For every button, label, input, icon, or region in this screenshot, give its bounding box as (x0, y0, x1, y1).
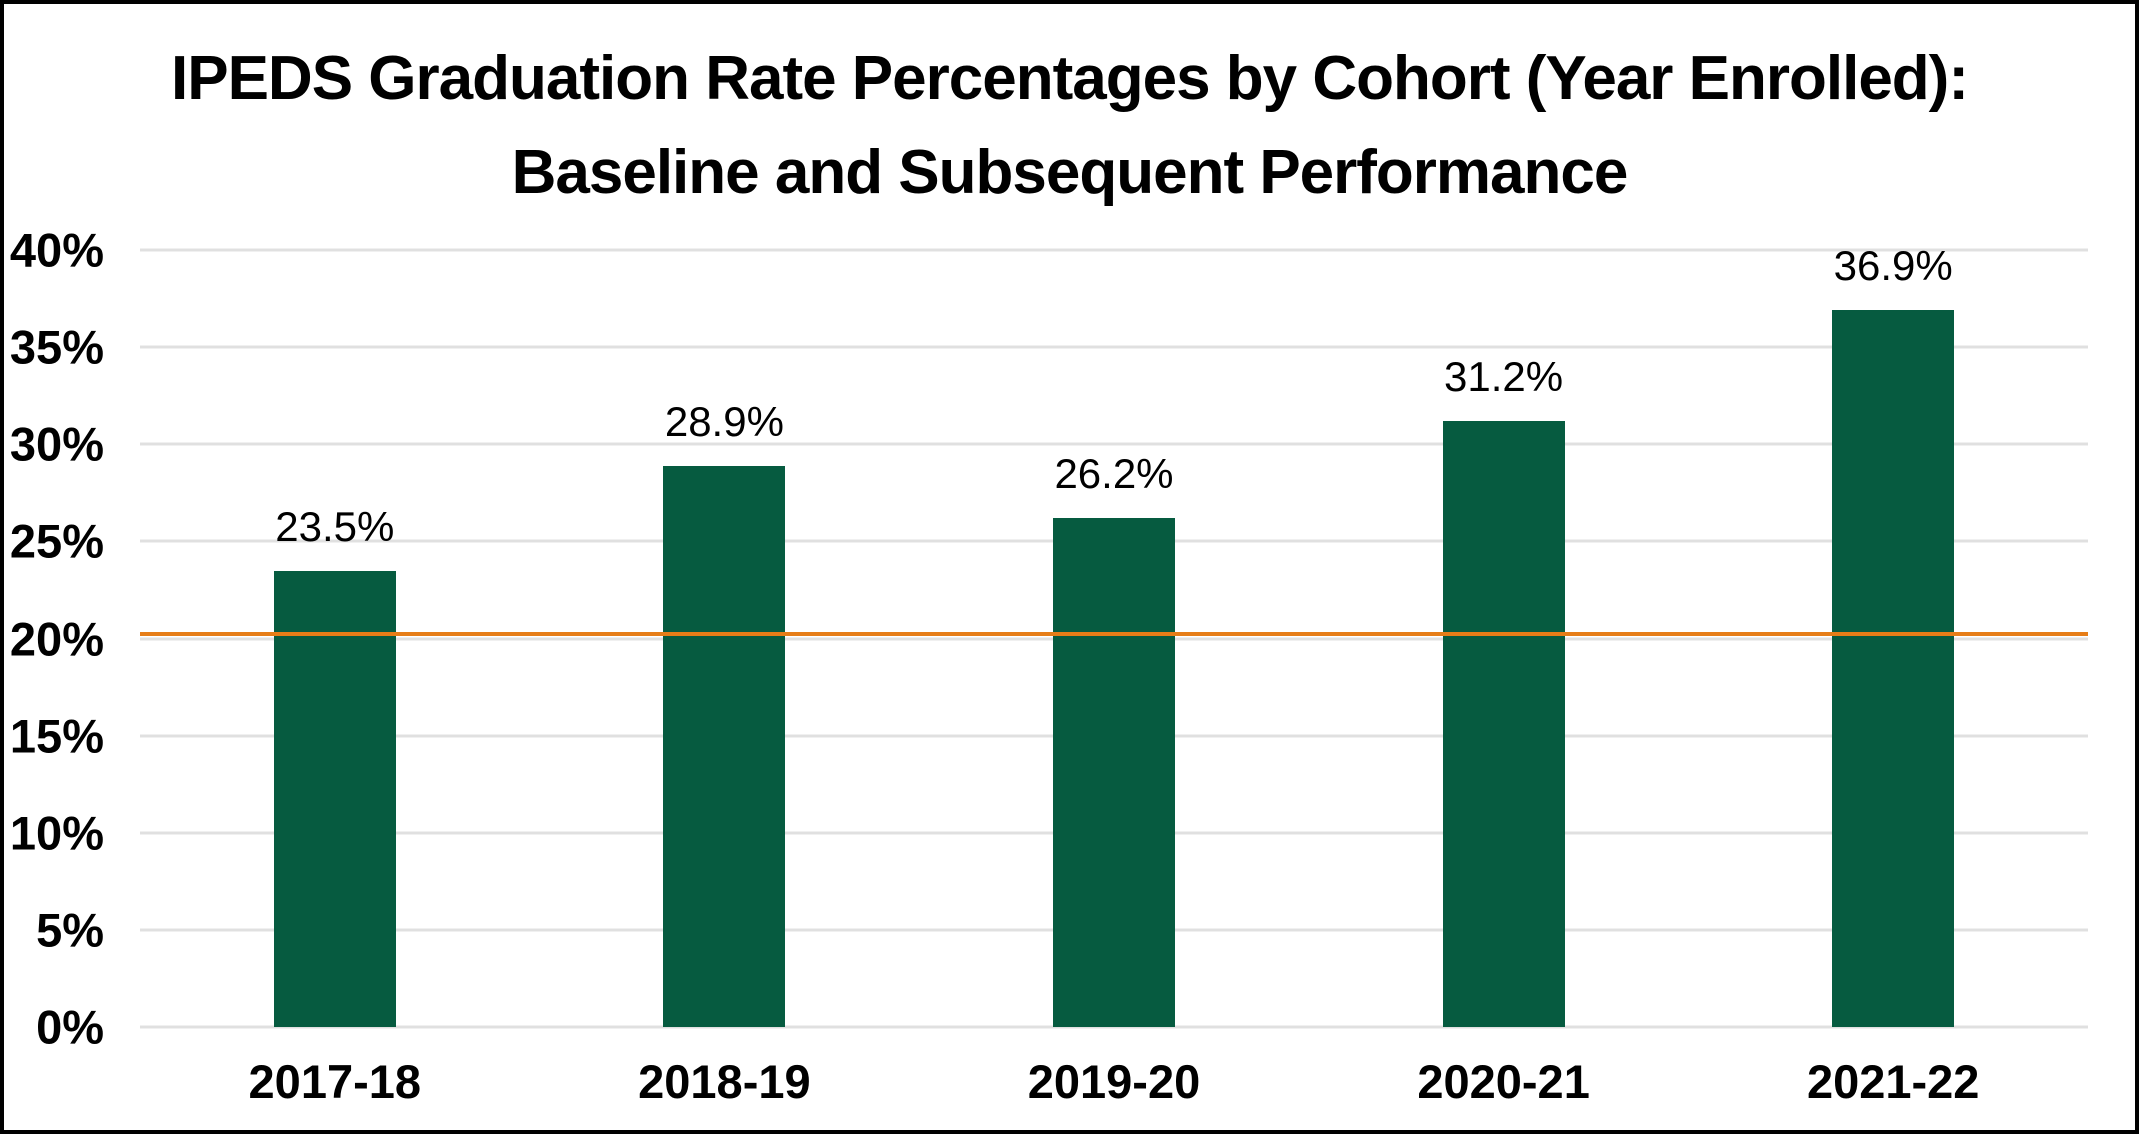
x-tick-label-2019-20: 2019-20 (1027, 1054, 1201, 1108)
bar-2019-20 (1052, 518, 1175, 1027)
category-slot-2020-21: 31.2% (1309, 250, 1699, 1027)
chart-title-line-2: Baseline and Subsequent Performance (511, 138, 1629, 207)
category-slot-2018-19: 28.9% (530, 250, 920, 1027)
y-tick-label-15%: 15% (9, 709, 104, 763)
data-label-2017-18: 23.5% (275, 502, 395, 550)
y-tick-label-5%: 5% (36, 903, 104, 957)
category-slot-2019-20: 26.2% (919, 250, 1309, 1027)
y-tick-label-40%: 40% (9, 223, 104, 277)
gridline-0% (140, 1025, 2088, 1029)
plot-area: 23.5% 28.9% 26.2% 31.2% 36.9% (140, 242, 2088, 1029)
bar-2021-22 (1832, 310, 1955, 1027)
x-tick-label-2017-18: 2017-18 (248, 1054, 422, 1108)
data-label-2019-20: 26.2% (1054, 450, 1174, 498)
y-tick-label-10%: 10% (9, 806, 104, 860)
data-label-2020-21: 31.2% (1444, 352, 1564, 400)
y-tick-label-20%: 20% (9, 612, 104, 665)
x-tick-label-2018-19: 2018-19 (638, 1054, 811, 1108)
x-tick-label-2021-22: 2021-22 (1806, 1054, 1980, 1108)
category-slot-2017-18: 23.5% (140, 250, 530, 1027)
y-tick-label-0%: 0% (36, 1000, 104, 1054)
chart-title-line-1: IPEDS Graduation Rate Percentages by Coh… (171, 44, 1969, 113)
data-label-2018-19: 28.9% (664, 397, 784, 445)
x-tick-label-2020-21: 2020-21 (1417, 1054, 1590, 1108)
bar-2018-19 (663, 465, 786, 1027)
y-tick-label-25%: 25% (9, 514, 104, 568)
data-label-2021-22: 36.9% (1833, 242, 1953, 290)
gridline-30% (140, 442, 2088, 446)
x-axis: 2017-18 2018-19 2019-20 2020-21 2021-22 (140, 1046, 2088, 1116)
gridline-40% (140, 248, 2088, 252)
category-slot-2021-22: 36.9% (1698, 242, 2088, 1027)
y-tick-label-30%: 30% (9, 417, 104, 471)
bar-2017-18 (273, 570, 396, 1027)
y-tick-label-35%: 35% (9, 320, 104, 374)
baseline-line (140, 631, 2088, 636)
y-axis: 0% 5% 10% 15% 20% 25% 30% 35% 40% (4, 224, 104, 1054)
chart-title: IPEDS Graduation Rate Percentages by Coh… (4, 32, 2135, 220)
bar-2020-21 (1442, 420, 1565, 1027)
gridline-35% (140, 345, 2088, 349)
